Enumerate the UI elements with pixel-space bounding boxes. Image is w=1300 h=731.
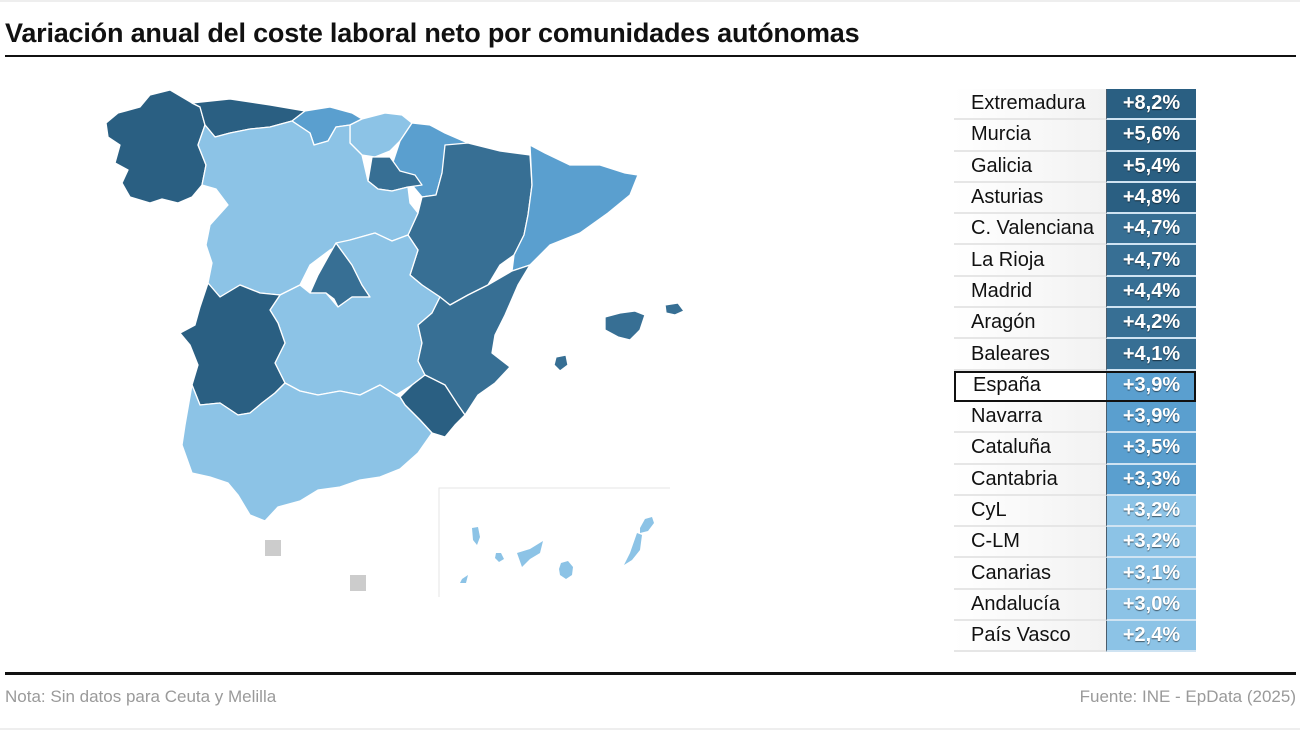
table-row: País Vasco +2,4% <box>954 621 1196 653</box>
region-canarias[interactable] <box>460 517 654 583</box>
table-row: Madrid +4,4% <box>954 276 1196 309</box>
row-region-name: Aragón <box>954 308 1106 340</box>
table-row: Baleares +4,1% <box>954 339 1196 371</box>
row-region-name: Navarra <box>954 401 1106 434</box>
row-region-name: Asturias <box>954 182 1106 215</box>
table-row: Andalucía +3,0% <box>954 589 1196 622</box>
top-border <box>0 0 1300 2</box>
region-baleares[interactable] <box>604 310 646 341</box>
row-region-name: Canarias <box>954 558 1106 590</box>
footer-note: Nota: Sin datos para Ceuta y Melilla <box>5 687 277 706</box>
row-value: +3,5% <box>1106 433 1196 465</box>
row-value: +3,0% <box>1106 589 1196 622</box>
table-row: Murcia +5,6% <box>954 120 1196 152</box>
row-value: +4,2% <box>1106 308 1196 340</box>
table-row: C-LM +3,2% <box>954 527 1196 559</box>
row-value: +4,4% <box>1106 276 1196 309</box>
footer-divider <box>5 672 1296 675</box>
row-region-name: España <box>954 370 1106 402</box>
spain-choropleth-map <box>100 85 700 605</box>
region-baleares-ibiza[interactable] <box>553 354 569 372</box>
row-region-name: Galicia <box>954 151 1106 183</box>
footer-source: Fuente: INE - EpData (2025) <box>1079 687 1296 706</box>
row-region-name: Andalucía <box>954 589 1106 622</box>
chart-title: Variación anual del coste laboral neto p… <box>5 18 860 48</box>
table-row: La Rioja +4,7% <box>954 245 1196 277</box>
row-region-name: Extremadura <box>954 89 1106 121</box>
title-divider <box>5 55 1296 57</box>
row-region-name: CyL <box>954 495 1106 528</box>
row-value: +3,2% <box>1106 495 1196 528</box>
row-value: +5,4% <box>1106 151 1196 183</box>
row-value: +3,3% <box>1106 464 1196 496</box>
row-region-name: Baleares <box>954 339 1106 371</box>
row-value: +4,8% <box>1106 182 1196 215</box>
row-region-name: Murcia <box>954 120 1106 152</box>
region-baleares-menorca[interactable] <box>664 302 685 316</box>
table-row: Aragón +4,2% <box>954 308 1196 340</box>
region-andalucia[interactable] <box>181 382 433 522</box>
row-region-name: C-LM <box>954 527 1106 559</box>
row-value: +4,1% <box>1106 339 1196 371</box>
row-region-name: Cataluña <box>954 433 1106 465</box>
table-row: CyL +3,2% <box>954 495 1196 528</box>
ranking-table: Extremadura +8,2% Murcia +5,6% Galicia +5,4% A… <box>954 89 1196 653</box>
row-region-name: Cantabria <box>954 464 1106 496</box>
region-cataluna[interactable] <box>511 144 639 272</box>
row-region-name: La Rioja <box>954 245 1106 277</box>
row-value: +3,2% <box>1106 527 1196 559</box>
table-row: Cantabria +3,3% <box>954 464 1196 496</box>
table-row: Extremadura +8,2% <box>954 89 1196 121</box>
row-value: +4,7% <box>1106 214 1196 246</box>
row-value: +3,1% <box>1106 558 1196 590</box>
table-row: Cataluña +3,5% <box>954 433 1196 465</box>
row-value: +8,2% <box>1106 89 1196 121</box>
row-value: +3,9% <box>1106 401 1196 434</box>
table-row-total: España +3,9% <box>954 370 1196 402</box>
row-region-name: Madrid <box>954 276 1106 309</box>
bottom-border <box>0 728 1300 730</box>
row-region-name: C. Valenciana <box>954 214 1106 246</box>
canarias-inset-frame <box>438 487 670 597</box>
table-row: C. Valenciana +4,7% <box>954 214 1196 246</box>
row-value: +4,7% <box>1106 245 1196 277</box>
ceuta-nodata-marker <box>265 540 281 556</box>
table-row: Asturias +4,8% <box>954 182 1196 215</box>
row-value: +3,9% <box>1106 370 1196 402</box>
table-row: Canarias +3,1% <box>954 558 1196 590</box>
region-galicia[interactable] <box>105 89 207 204</box>
table-row: Galicia +5,4% <box>954 151 1196 183</box>
row-region-name: País Vasco <box>954 621 1106 653</box>
table-row: Navarra +3,9% <box>954 401 1196 434</box>
row-value: +2,4% <box>1106 621 1196 653</box>
row-value: +5,6% <box>1106 120 1196 152</box>
melilla-nodata-marker <box>350 575 366 591</box>
